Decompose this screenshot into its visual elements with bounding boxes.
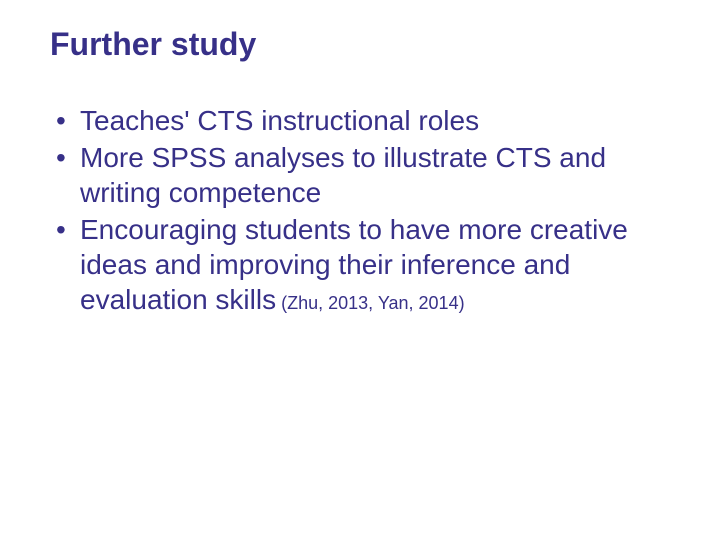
citation-text: (Zhu, 2013, Yan, 2014)	[276, 293, 464, 313]
bullet-text: Teaches' CTS instructional roles	[80, 105, 479, 136]
bullet-item: Encouraging students to have more creati…	[50, 212, 670, 317]
bullet-item: More SPSS analyses to illustrate CTS and…	[50, 140, 670, 210]
slide-title: Further study	[50, 26, 670, 63]
bullet-text: More SPSS analyses to illustrate CTS and…	[80, 142, 606, 208]
slide: Further study Teaches' CTS instructional…	[0, 0, 720, 540]
bullet-list: Teaches' CTS instructional roles More SP…	[50, 103, 670, 317]
bullet-item: Teaches' CTS instructional roles	[50, 103, 670, 138]
